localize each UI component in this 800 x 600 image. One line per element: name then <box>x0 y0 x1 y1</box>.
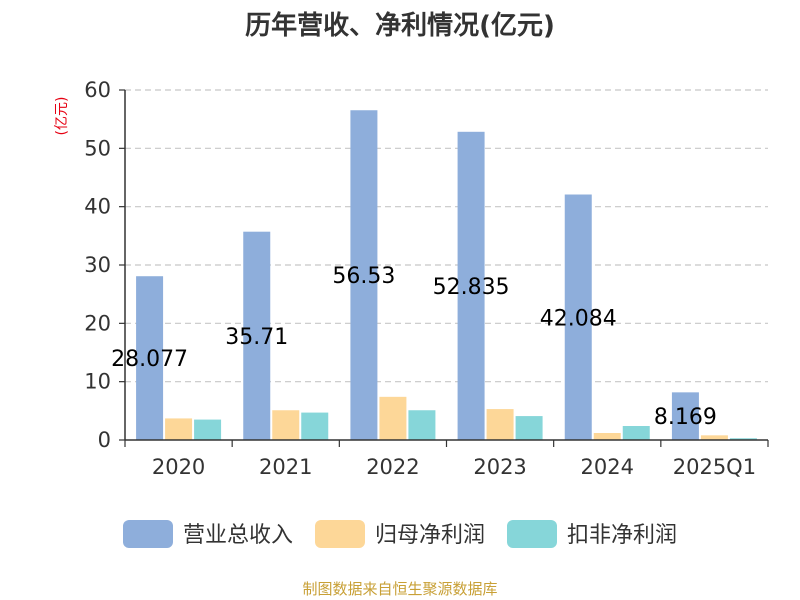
revenue-data-label: 8.169 <box>654 405 717 430</box>
bars <box>136 110 757 440</box>
source-note: 制图数据来自恒生聚源数据库 <box>302 580 497 598</box>
bar-deducted-net-profit <box>301 412 329 440</box>
bar-net-profit <box>593 433 621 440</box>
x-tick-label: 2025Q1 <box>673 455 756 479</box>
legend: 营业总收入 归母净利润 扣非净利润 <box>123 520 677 548</box>
bar-deducted-net-profit <box>408 410 436 440</box>
y-tick-label: 50 <box>84 136 111 160</box>
revenue-data-label: 56.53 <box>332 264 395 289</box>
legend-swatch <box>315 520 365 548</box>
bar-revenue <box>136 276 164 440</box>
y-tick-label: 40 <box>84 195 111 219</box>
revenue-data-label: 35.71 <box>225 325 288 350</box>
bar-net-profit <box>700 435 728 440</box>
legend-label: 扣非净利润 <box>567 523 677 548</box>
grid-lines <box>125 89 768 383</box>
bar-net-profit <box>272 410 300 440</box>
y-tick-label: 20 <box>84 311 111 335</box>
y-axis-unit-label: (亿元) <box>54 97 70 136</box>
bar-net-profit <box>165 418 193 440</box>
revenue-data-label: 52.835 <box>433 275 510 300</box>
y-tick-label: 30 <box>84 253 111 277</box>
x-tick-label: 2022 <box>366 455 419 479</box>
y-tick-label: 60 <box>84 78 111 102</box>
bar-revenue <box>350 110 378 440</box>
bar-net-profit <box>379 396 407 440</box>
bar-deducted-net-profit <box>729 438 757 440</box>
bar-revenue <box>457 131 485 440</box>
revenue-data-label: 28.077 <box>111 347 188 372</box>
y-tick-label: 10 <box>84 370 111 394</box>
legend-swatch <box>507 520 557 548</box>
axes: 0 10 20 30 40 50 60 2020 2021 2022 2023 2024 2025Q1 <box>84 78 769 479</box>
x-tick-label: 2024 <box>581 455 634 479</box>
revenue-data-label: 42.084 <box>540 306 617 331</box>
x-tick-label: 2021 <box>259 455 312 479</box>
y-tick-label: 0 <box>98 428 111 452</box>
x-tick-label: 2023 <box>473 455 526 479</box>
x-tick-label: 2020 <box>152 455 205 479</box>
chart-title: 历年营收、净利情况(亿元) <box>245 10 555 41</box>
bar-net-profit <box>486 409 514 440</box>
legend-swatch <box>123 520 173 548</box>
legend-label: 归母净利润 <box>375 523 485 548</box>
bar-revenue <box>564 194 592 440</box>
bar-deducted-net-profit <box>515 416 543 440</box>
data-labels: 28.077 35.71 56.53 52.835 42.084 8.169 <box>111 264 717 430</box>
bar-revenue <box>671 392 699 440</box>
bar-deducted-net-profit <box>622 426 650 440</box>
bar-revenue <box>243 231 271 440</box>
bar-deducted-net-profit <box>194 419 222 440</box>
legend-label: 营业总收入 <box>183 523 293 548</box>
